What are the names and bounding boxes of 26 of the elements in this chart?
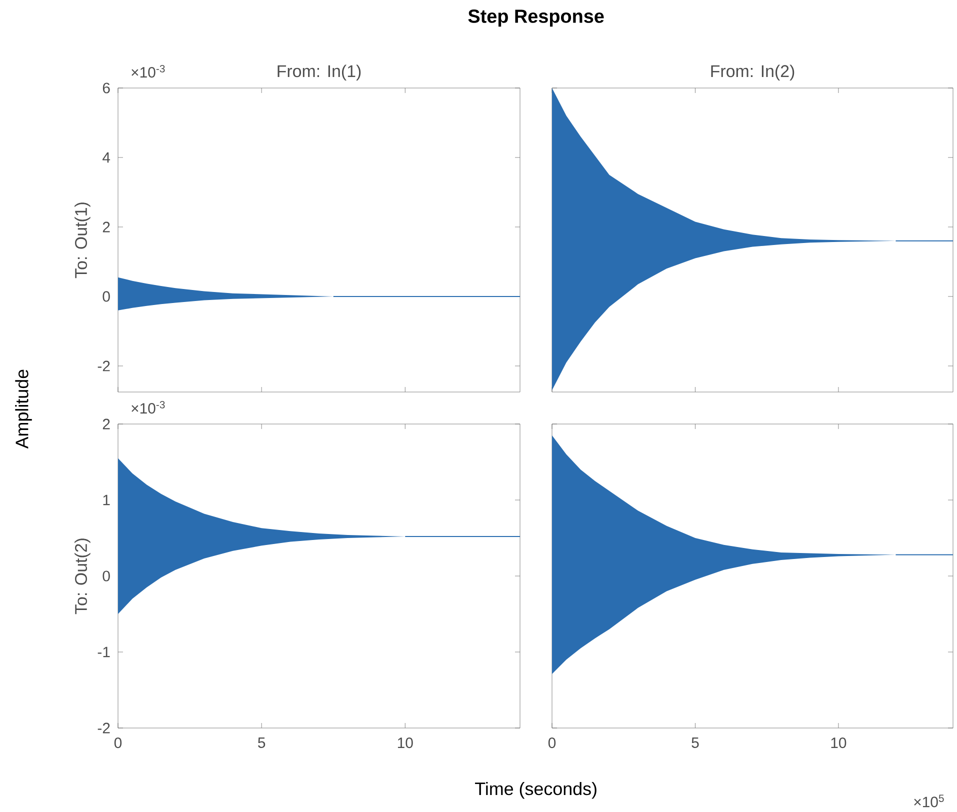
y-tick-label: 4 [102,152,110,163]
y-axis-title: To: Out(1) [74,202,90,278]
y-tick-label: -2 [98,722,110,734]
text: ×10$^{-3}$ [132,400,165,414]
text: Time (seconds) [475,782,596,799]
y-axis-title: To: Out(2) [74,538,90,614]
x-tick-label: 10 [831,738,846,748]
x-tick-label: 0 [114,738,122,748]
text: ×10$^{-3}$ [132,64,165,78]
x-tick-label: 10 [398,738,413,748]
y-tick-label: 2 [102,418,110,430]
x-tick-label: 5 [692,738,699,748]
chart-title: Step Response [468,10,604,27]
text: Amplitude [15,370,32,449]
y-tick-label: 6 [102,82,110,94]
y-tick-label: -2 [98,360,110,372]
y-tick-label: -1 [98,646,110,658]
text: ×10$^{5}$ [914,794,944,808]
y-tick-label: 0 [102,570,110,582]
x-tick-label: 5 [258,738,266,748]
chart-subtitle: From: In(1) [278,64,361,80]
chart-subtitle: From: In(2) [711,64,794,80]
y-tick-label: 1 [103,494,110,506]
x-tick-label: 0 [548,738,556,748]
y-tick-label: 0 [102,291,110,302]
y-tick-label: 2 [102,222,110,232]
